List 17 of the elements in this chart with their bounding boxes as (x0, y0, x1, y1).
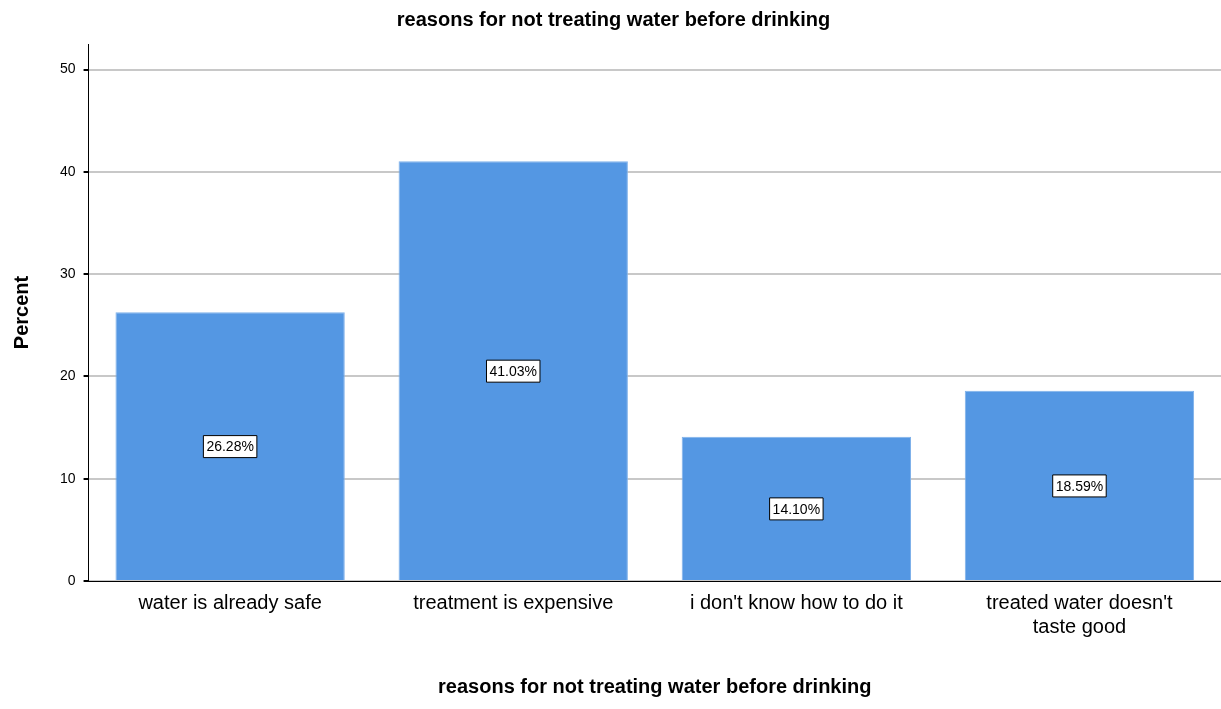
y-axis-title: Percent (9, 275, 32, 350)
data-label: 14.10% (772, 500, 821, 517)
data-label: 26.28% (206, 438, 254, 455)
x-tick-label: i don't know how to do it (689, 590, 904, 613)
y-tick-label: 10 (59, 469, 76, 486)
y-tick-label: 40 (59, 162, 76, 179)
y-tick-label: 50 (59, 60, 76, 77)
y-tick-label: 0 (67, 571, 76, 588)
chart-title: reasons for not treating water before drinking (396, 7, 831, 30)
x-axis-title: reasons for not treating water before drinking (438, 674, 872, 697)
x-tick-label: treatment is expensive (413, 590, 614, 613)
data-label: 18.59% (1055, 477, 1104, 494)
x-tick-label: treated water doesn't taste good (986, 590, 1173, 637)
x-tick-label: water is already safe (137, 590, 322, 613)
data-label: 41.03% (489, 363, 537, 380)
y-tick-label: 30 (59, 265, 76, 281)
y-tick-label: 20 (59, 367, 76, 384)
